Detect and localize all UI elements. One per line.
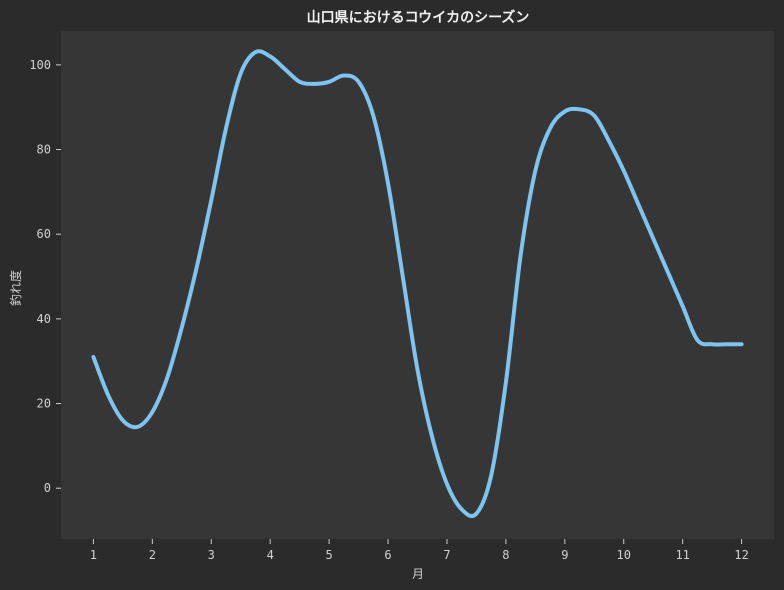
y-tick-label: 40 (37, 312, 51, 326)
y-tick-label: 80 (37, 143, 51, 157)
x-tick-label: 9 (561, 548, 568, 562)
y-tick-label: 20 (37, 397, 51, 411)
x-tick-label: 7 (443, 548, 450, 562)
y-tick-label: 100 (29, 58, 51, 72)
series-line (91, 49, 744, 519)
y-axis-ticks: 0 20 40 60 80 100 (29, 58, 61, 495)
x-tick-label: 12 (734, 548, 748, 562)
x-tick-label: 5 (325, 548, 332, 562)
x-tick-label: 4 (267, 548, 274, 562)
x-axis-label: 月 (412, 567, 424, 581)
x-tick-label: 2 (149, 548, 156, 562)
chart-title: 山口県におけるコウイカのシーズン (307, 9, 530, 26)
y-tick-label: 0 (44, 481, 51, 495)
x-tick-label: 1 (90, 548, 97, 562)
x-tick-label: 8 (502, 548, 509, 562)
x-tick-label: 6 (384, 548, 391, 562)
x-axis-ticks: 1 2 3 4 5 6 7 8 9 10 11 12 (90, 539, 749, 562)
x-tick-label: 11 (675, 548, 689, 562)
plot-area (61, 31, 774, 539)
x-tick-label: 3 (208, 548, 215, 562)
y-axis-label: 釣れ度 (8, 270, 23, 306)
x-tick-label: 10 (617, 548, 631, 562)
y-tick-label: 60 (37, 227, 51, 241)
